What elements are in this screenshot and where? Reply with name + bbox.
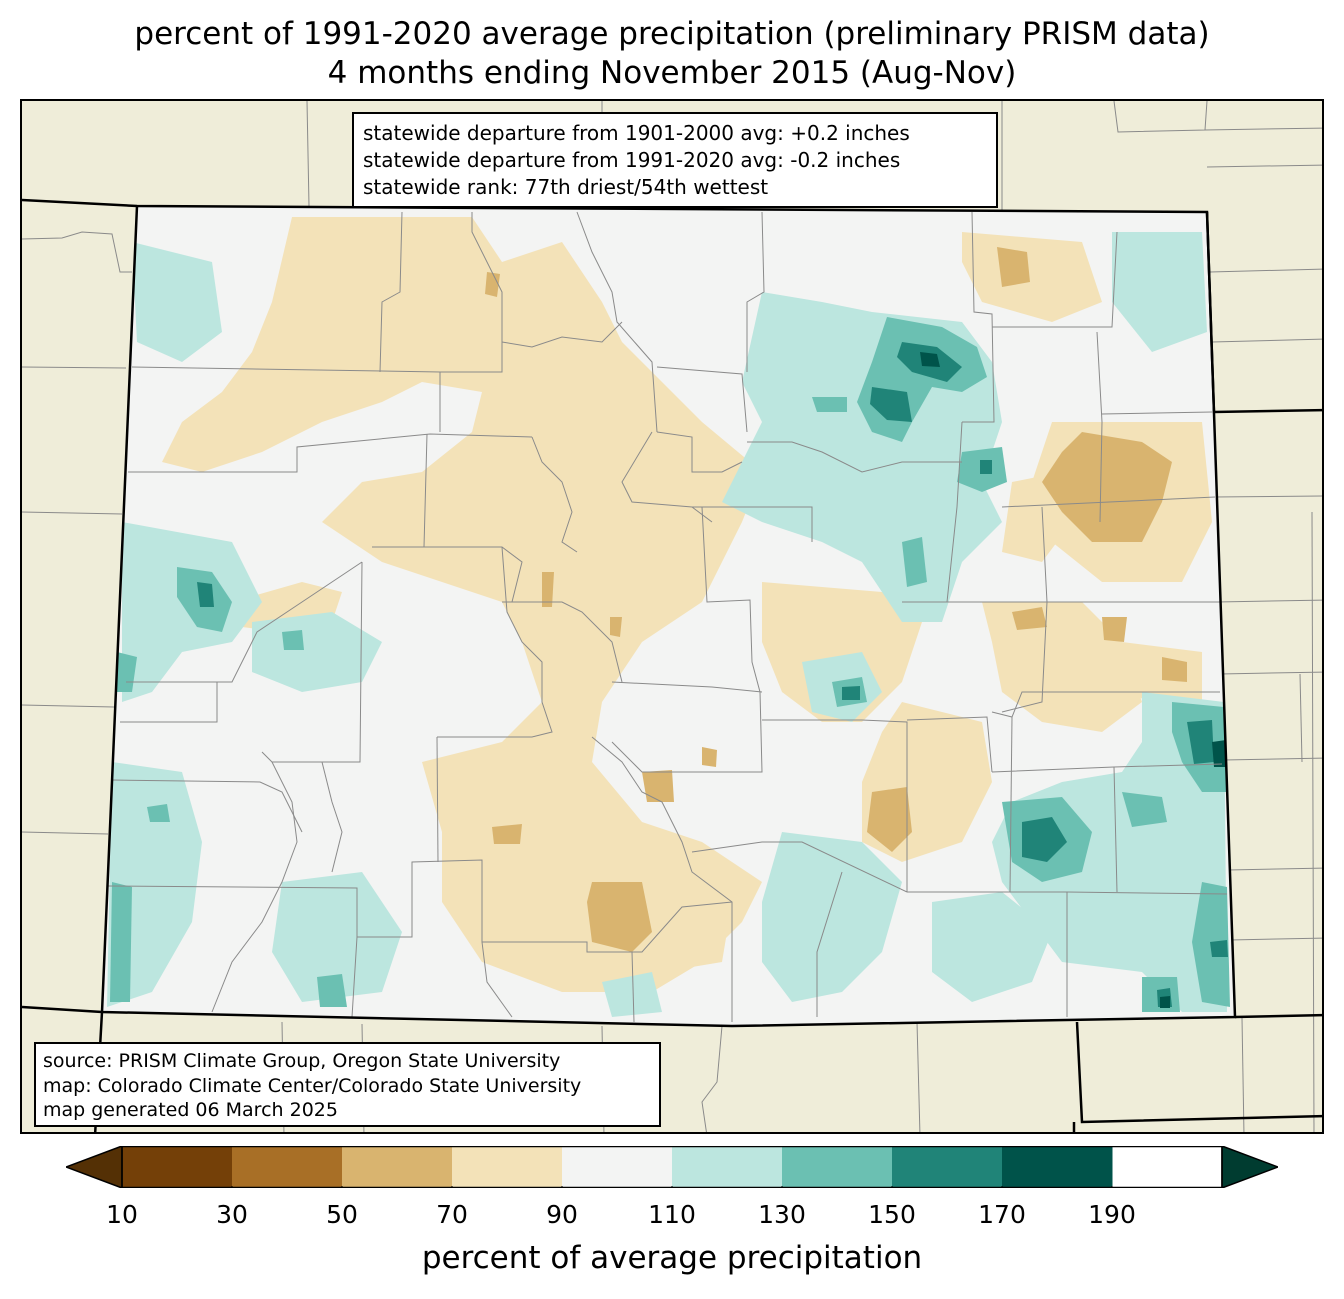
colorbar-bin-70-90 <box>452 1146 563 1188</box>
colorbar-bin-10-30 <box>122 1146 233 1188</box>
stats-line-rank: statewide rank: 77th driest/54th wettest <box>363 175 769 199</box>
colorbar-tick-label: 30 <box>216 1200 248 1229</box>
colorbar-low-arrow <box>66 1146 123 1188</box>
county-lines <box>107 211 1228 1023</box>
stats-line-1901-2000: statewide departure from 1901-2000 avg: … <box>363 121 910 145</box>
colorbar-tick-label: 90 <box>546 1200 578 1229</box>
colorbar-tick-label: 130 <box>758 1200 806 1229</box>
colorbar-tick-label: 70 <box>436 1200 468 1229</box>
colorbar-bin-170-190 <box>1002 1146 1113 1188</box>
colorbar-bin-90-110 <box>562 1146 673 1188</box>
colorado-precip-map <box>22 101 1322 1132</box>
source-box: source: PRISM Climate Group, Oregon Stat… <box>34 1042 661 1127</box>
state-boundaries <box>22 198 1322 1132</box>
map-title-line1: percent of 1991-2020 average precipitati… <box>134 16 1210 52</box>
colorbar-bin-130-150 <box>782 1146 893 1188</box>
map-panel: statewide departure from 1901-2000 avg: … <box>20 99 1324 1134</box>
stats-line-1991-2020: statewide departure from 1991-2020 avg: … <box>363 148 901 172</box>
colorbar-tick-label: 170 <box>978 1200 1026 1229</box>
colorbar-label: percent of average precipitation <box>421 1240 923 1276</box>
colorbar-high-arrow <box>1221 1146 1278 1188</box>
colorbar-tick-label: 190 <box>1088 1200 1136 1229</box>
colorbar-bin-150-170 <box>892 1146 1003 1188</box>
statewide-stats-box: statewide departure from 1901-2000 avg: … <box>352 112 998 208</box>
colorbar-bin-50-70 <box>342 1146 453 1188</box>
map-credit-line: map: Colorado Climate Center/Colorado St… <box>43 1074 582 1097</box>
generated-date-line: map generated 06 March 2025 <box>43 1099 338 1121</box>
colorbar-tick-label: 50 <box>326 1200 358 1229</box>
colorbar-bin-30-50 <box>232 1146 343 1188</box>
map-title-line2: 4 months ending November 2015 (Aug-Nov) <box>327 55 1017 91</box>
colorbar <box>66 1146 1278 1188</box>
colorbar-tick-label: 110 <box>648 1200 696 1229</box>
precip-patches <box>107 217 1230 1017</box>
colorbar-outline <box>121 1146 1223 1188</box>
source-line: source: PRISM Climate Group, Oregon Stat… <box>43 1050 561 1072</box>
colorbar-tick-label: 150 <box>868 1200 916 1229</box>
colorbar-tick-label: 10 <box>106 1200 138 1229</box>
colorbar-bin-110-130 <box>672 1146 783 1188</box>
